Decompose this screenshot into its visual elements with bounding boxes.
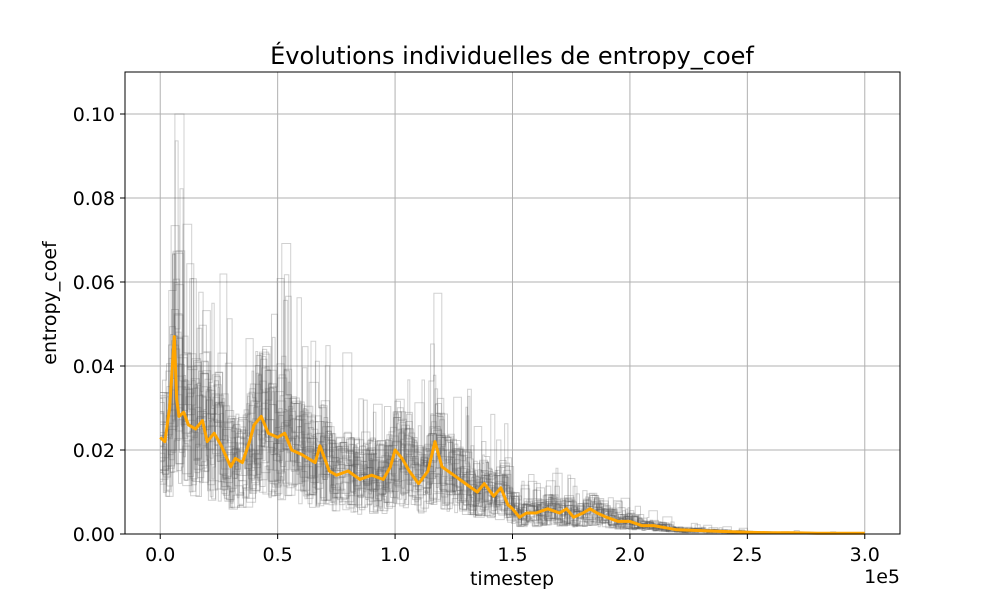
x-tick-label: 2.0 <box>615 544 645 566</box>
individual-run-line <box>160 250 686 533</box>
individual-runs-layer <box>160 113 853 534</box>
y-tick-label: 0.10 <box>73 104 115 126</box>
grid-layer <box>125 72 900 535</box>
ticks-layer: 0.0 0.5 1.0 1.5 2.0 2.5 3.0 0.00 0.02 0.04 0.06 0.0… <box>73 104 880 566</box>
individual-run-line <box>160 282 705 533</box>
y-tick-label: 0.04 <box>73 356 115 378</box>
individual-run-line <box>160 284 820 534</box>
mean-series-layer <box>159 335 865 535</box>
y-tick-label: 0.00 <box>73 524 115 546</box>
individual-run-line <box>160 243 757 534</box>
y-tick-label: 0.02 <box>73 440 115 462</box>
individual-run-line <box>160 346 711 534</box>
individual-run-line <box>160 309 765 534</box>
x-tick-label: 3.0 <box>850 544 880 566</box>
individual-run-line <box>160 334 712 534</box>
individual-run-line <box>160 113 647 529</box>
individual-run-line <box>160 252 707 533</box>
y-axis-label: entropy_coef <box>39 240 61 365</box>
individual-run-line <box>160 340 696 534</box>
x-tick-label: 2.5 <box>732 544 762 566</box>
y-tick-label: 0.06 <box>73 272 115 294</box>
x-tick-label: 1.5 <box>497 544 527 566</box>
individual-run-line <box>160 250 650 530</box>
x-tick-label: 1.0 <box>380 544 410 566</box>
chart-title: Évolutions individuelles de entropy_coef <box>270 41 754 70</box>
mean-series-line <box>159 335 865 535</box>
y-tick-label: 0.08 <box>73 188 115 210</box>
individual-run-line <box>160 273 785 534</box>
individual-run-line <box>160 370 682 533</box>
x-tick-label: 0.5 <box>263 544 293 566</box>
x-axis-label: timestep <box>470 568 554 590</box>
x-offset-label: 1e5 <box>864 566 900 588</box>
x-tick-label: 0.0 <box>145 544 175 566</box>
